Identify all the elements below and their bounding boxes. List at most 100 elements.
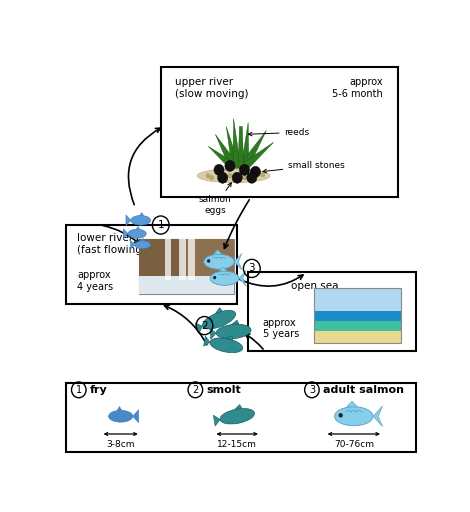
Ellipse shape [216,324,251,339]
Polygon shape [238,142,274,174]
FancyArrowPatch shape [164,305,207,345]
Polygon shape [131,241,134,249]
Text: 2: 2 [201,321,208,331]
Ellipse shape [203,310,235,329]
Circle shape [243,175,247,180]
FancyBboxPatch shape [66,383,415,452]
Circle shape [232,172,243,183]
FancyArrowPatch shape [245,334,263,349]
Text: approx
4 years: approx 4 years [77,270,113,292]
Ellipse shape [210,271,239,285]
FancyArrowPatch shape [224,200,249,248]
Circle shape [207,259,210,263]
Circle shape [338,413,343,418]
FancyBboxPatch shape [161,68,398,198]
Ellipse shape [128,229,146,238]
Polygon shape [235,404,242,410]
Text: fry: fry [90,385,108,395]
FancyBboxPatch shape [248,272,415,351]
Polygon shape [213,415,220,426]
Polygon shape [232,320,239,325]
FancyBboxPatch shape [139,276,234,294]
Polygon shape [215,308,222,313]
Ellipse shape [131,216,150,225]
Polygon shape [142,238,145,241]
Polygon shape [133,410,139,423]
Polygon shape [215,134,237,168]
Polygon shape [210,328,216,339]
Ellipse shape [210,338,243,353]
Text: small stones: small stones [263,161,345,173]
Circle shape [250,174,254,178]
Text: 12-15cm: 12-15cm [217,440,257,450]
Polygon shape [227,126,242,175]
Text: 1: 1 [76,385,82,395]
FancyBboxPatch shape [139,239,234,294]
FancyBboxPatch shape [188,239,195,280]
Circle shape [239,172,243,177]
Ellipse shape [335,407,373,425]
Polygon shape [213,250,222,254]
Text: 3: 3 [309,385,315,395]
Circle shape [218,172,228,183]
FancyBboxPatch shape [165,239,171,280]
Text: 2: 2 [192,385,198,395]
Ellipse shape [197,169,270,183]
Text: 70-76cm: 70-76cm [334,440,374,450]
Text: salmon
eggs: salmon eggs [199,183,232,215]
FancyBboxPatch shape [66,225,237,304]
Circle shape [206,174,210,178]
FancyBboxPatch shape [314,311,401,323]
Circle shape [239,164,250,176]
Polygon shape [208,146,240,174]
Ellipse shape [204,254,234,269]
Polygon shape [226,336,233,339]
Text: approx
5 years: approx 5 years [263,318,299,339]
Text: upper river
(slow moving): upper river (slow moving) [175,77,249,99]
Polygon shape [240,122,249,174]
Circle shape [210,176,214,180]
Circle shape [247,172,257,183]
Circle shape [213,276,216,279]
Ellipse shape [109,411,133,422]
Text: 3-8cm: 3-8cm [106,440,135,450]
Ellipse shape [220,409,254,424]
Text: 1: 1 [157,220,164,230]
Circle shape [217,172,221,176]
Polygon shape [219,267,227,271]
Polygon shape [126,215,131,226]
Circle shape [260,172,265,177]
FancyBboxPatch shape [314,321,401,332]
Polygon shape [347,401,357,407]
Polygon shape [373,406,383,426]
Polygon shape [136,226,140,229]
Polygon shape [233,119,242,174]
Ellipse shape [134,241,150,249]
Polygon shape [124,229,128,239]
FancyBboxPatch shape [314,288,401,313]
Polygon shape [204,336,210,346]
Polygon shape [241,131,266,168]
Polygon shape [196,323,203,333]
Text: reeds: reeds [248,128,310,137]
FancyArrowPatch shape [240,275,303,286]
FancyBboxPatch shape [179,239,186,280]
Polygon shape [117,407,122,411]
Polygon shape [234,253,242,270]
FancyBboxPatch shape [139,239,234,280]
FancyArrowPatch shape [128,128,160,205]
Circle shape [225,160,235,172]
FancyBboxPatch shape [139,239,181,280]
Circle shape [228,174,232,178]
Text: approx
5-6 month: approx 5-6 month [332,77,383,99]
Text: adult salmon: adult salmon [323,385,404,395]
Polygon shape [238,126,244,174]
Circle shape [251,166,260,177]
Text: 3: 3 [249,263,255,273]
Circle shape [214,164,224,176]
Polygon shape [140,212,144,216]
Polygon shape [239,270,246,286]
FancyArrowPatch shape [103,226,139,244]
FancyBboxPatch shape [314,331,401,344]
Text: lower river
(fast flowing): lower river (fast flowing) [77,233,146,254]
